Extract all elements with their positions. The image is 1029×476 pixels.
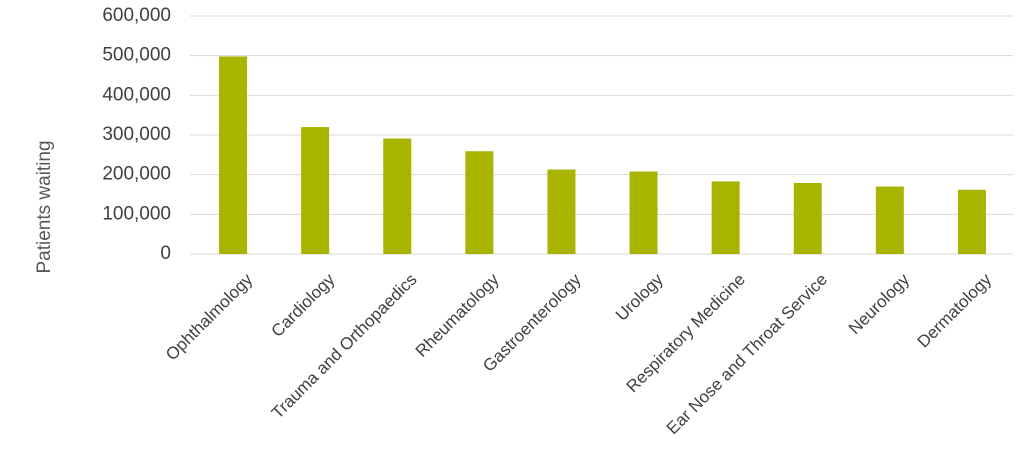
x-category-label: Cardiology bbox=[268, 270, 339, 341]
y-axis-title: Patients waiting bbox=[34, 140, 55, 273]
bars bbox=[219, 56, 986, 255]
x-category-label: Ophthalmology bbox=[162, 270, 257, 365]
y-tick-label: 600,000 bbox=[102, 5, 171, 26]
y-tick-label: 400,000 bbox=[102, 84, 171, 105]
bar-gastroenterology bbox=[547, 169, 576, 254]
bar-dermatology bbox=[957, 189, 986, 254]
bar-trauma-and-orthopaedics bbox=[383, 138, 412, 254]
bar-rheumatology bbox=[465, 151, 494, 254]
x-category-label: Urology bbox=[612, 270, 667, 325]
y-tick-label: 300,000 bbox=[102, 124, 171, 145]
x-category-label: Trauma and Orthopaedics bbox=[268, 270, 421, 423]
bar-ophthalmology bbox=[219, 56, 248, 255]
y-tick-label: 0 bbox=[160, 243, 171, 264]
x-category-label: Neurology bbox=[845, 270, 914, 339]
y-tick-label: 100,000 bbox=[102, 203, 171, 224]
y-axis-ticks: 0 100,000 200,000 300,000 400,000 500,000 600,… bbox=[102, 5, 171, 264]
x-category-label: Dermatology bbox=[914, 270, 996, 352]
bar-ear-nose-and-throat-service bbox=[793, 182, 822, 254]
bar-neurology bbox=[875, 186, 904, 254]
bar-urology bbox=[629, 171, 658, 254]
x-category-label: Rheumatology bbox=[412, 270, 503, 361]
y-tick-label: 200,000 bbox=[102, 164, 171, 185]
bar-cardiology bbox=[301, 127, 330, 254]
bar-respiratory-medicine bbox=[711, 181, 740, 254]
y-tick-label: 500,000 bbox=[102, 45, 171, 66]
x-category-label: Ear Nose and Throat Service bbox=[663, 270, 831, 438]
